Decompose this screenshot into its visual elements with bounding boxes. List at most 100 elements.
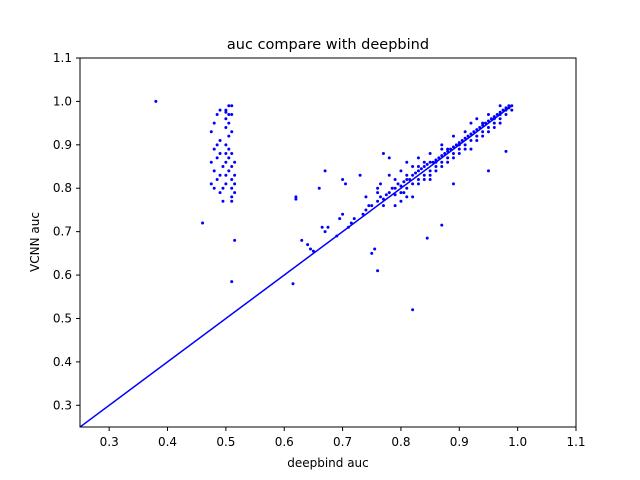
data-point — [209, 130, 213, 134]
data-point — [230, 186, 234, 190]
data-point — [510, 104, 514, 108]
data-point — [370, 204, 374, 208]
data-point — [215, 112, 219, 116]
data-point — [425, 162, 429, 166]
data-point — [212, 169, 216, 173]
data-point — [344, 182, 348, 186]
data-point — [393, 186, 397, 190]
data-point — [233, 173, 237, 177]
data-point — [227, 121, 231, 125]
data-point — [300, 238, 304, 242]
data-point — [484, 121, 488, 125]
data-point — [411, 173, 415, 177]
data-point — [501, 108, 505, 112]
data-point — [218, 108, 222, 112]
data-point — [440, 143, 444, 147]
data-point — [481, 134, 485, 138]
data-point — [489, 117, 493, 121]
data-point — [416, 169, 420, 173]
data-point — [457, 143, 461, 147]
data-point — [486, 112, 490, 116]
data-point — [399, 184, 403, 188]
data-point — [411, 308, 415, 312]
data-point — [317, 186, 321, 190]
data-point — [338, 217, 342, 221]
data-point — [346, 225, 350, 229]
data-point — [393, 178, 397, 182]
data-point — [373, 247, 377, 251]
data-point — [434, 160, 438, 164]
y-tick-label: 0.3 — [53, 398, 72, 412]
data-point — [326, 225, 330, 229]
data-point — [504, 149, 508, 153]
data-point — [405, 195, 409, 199]
data-point — [451, 134, 455, 138]
data-point — [510, 108, 514, 112]
data-point — [215, 156, 219, 160]
data-point — [323, 169, 327, 173]
data-point — [227, 169, 231, 173]
data-point — [434, 165, 438, 169]
data-point — [311, 249, 315, 253]
data-point — [416, 165, 420, 169]
data-point — [498, 110, 502, 114]
data-point — [451, 145, 455, 149]
data-point — [224, 160, 228, 164]
data-point — [227, 104, 231, 108]
x-axis-label: deepbind auc — [287, 456, 369, 470]
data-point — [416, 178, 420, 182]
data-point — [504, 108, 508, 112]
data-point — [416, 156, 420, 160]
data-point — [218, 173, 222, 177]
data-point — [361, 212, 365, 216]
x-tick-label: 0.9 — [450, 435, 469, 449]
data-point — [341, 212, 345, 216]
data-point — [495, 112, 499, 116]
data-point — [233, 191, 237, 195]
data-point — [492, 115, 496, 119]
data-point — [227, 156, 231, 160]
data-point — [230, 199, 234, 203]
data-point — [233, 182, 237, 186]
data-point — [469, 138, 473, 142]
y-tick-label: 0.4 — [53, 355, 72, 369]
data-point — [320, 225, 324, 229]
data-point — [387, 173, 391, 177]
data-point — [381, 197, 385, 201]
data-point — [466, 134, 470, 138]
x-tick-label: 0.4 — [158, 435, 177, 449]
data-point — [475, 138, 479, 142]
data-point — [428, 173, 432, 177]
data-point — [411, 165, 415, 169]
data-point — [221, 199, 225, 203]
data-point — [308, 247, 312, 251]
data-point — [376, 199, 380, 203]
data-point — [431, 160, 435, 164]
data-point — [440, 147, 444, 151]
data-point — [370, 251, 374, 255]
y-tick-label: 0.7 — [53, 225, 72, 239]
data-point — [367, 204, 371, 208]
data-point — [215, 143, 219, 147]
data-point — [221, 165, 225, 169]
data-point — [221, 186, 225, 190]
data-point — [498, 121, 502, 125]
data-point — [463, 143, 467, 147]
data-point — [405, 160, 409, 164]
data-point — [451, 152, 455, 156]
data-point — [224, 152, 228, 156]
data-point — [230, 165, 234, 169]
data-point — [387, 191, 391, 195]
data-point — [390, 186, 394, 190]
data-point — [212, 121, 216, 125]
data-point — [463, 130, 467, 134]
data-point — [402, 191, 406, 195]
data-point — [224, 110, 228, 114]
x-tick-label: 0.8 — [391, 435, 410, 449]
data-point — [227, 147, 231, 151]
data-point — [411, 195, 415, 199]
data-point — [428, 169, 432, 173]
data-point — [227, 112, 231, 116]
